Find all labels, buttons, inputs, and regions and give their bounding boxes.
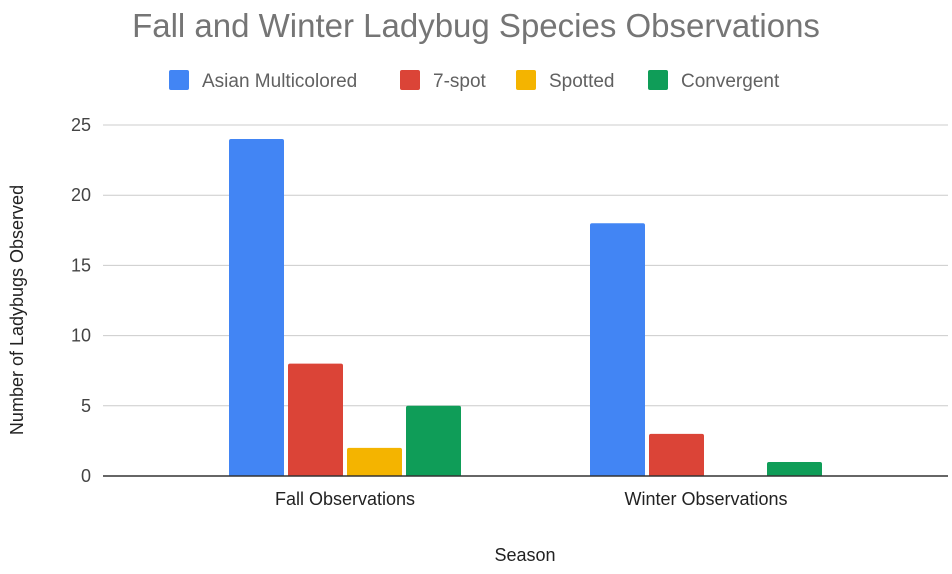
legend-swatch bbox=[516, 70, 536, 90]
legend-label: Asian Multicolored bbox=[202, 71, 357, 92]
chart-gridlines: 0 5 10 15 20 25 bbox=[71, 115, 948, 486]
bar-convergent-winter bbox=[767, 461, 822, 476]
legend-label: 7-spot bbox=[433, 71, 487, 92]
bar-asian-multicolored-fall bbox=[229, 139, 284, 477]
chart-bars bbox=[229, 139, 822, 477]
bar-spotted-fall bbox=[347, 447, 402, 476]
x-axis-title: Season bbox=[494, 545, 555, 565]
y-tick-label: 25 bbox=[71, 115, 91, 135]
y-tick-label: 0 bbox=[81, 466, 91, 486]
legend-swatch bbox=[648, 70, 668, 90]
bar-7-spot-winter bbox=[649, 433, 704, 476]
x-category-label: Winter Observations bbox=[624, 489, 787, 509]
chart-legend: Asian Multicolored 7-spot Spotted Convergen… bbox=[169, 70, 780, 92]
legend-swatch bbox=[169, 70, 189, 90]
x-category-label: Fall Observations bbox=[275, 489, 415, 509]
bar-convergent-fall bbox=[406, 405, 461, 476]
y-tick-label: 20 bbox=[71, 185, 91, 205]
y-tick-label: 15 bbox=[71, 255, 91, 275]
chart-title: Fall and Winter Ladybug Species Observat… bbox=[132, 7, 820, 44]
y-tick-label: 5 bbox=[81, 396, 91, 416]
legend-swatch bbox=[400, 70, 420, 90]
y-axis-title: Number of Ladybugs Observed bbox=[7, 185, 27, 435]
bar-7-spot-fall bbox=[288, 363, 343, 476]
legend-label: Convergent bbox=[681, 71, 780, 92]
y-tick-label: 10 bbox=[71, 326, 91, 346]
legend-label: Spotted bbox=[549, 71, 615, 92]
bar-asian-multicolored-winter bbox=[590, 223, 645, 476]
x-axis-category-labels: Fall Observations Winter Observations bbox=[275, 489, 788, 509]
